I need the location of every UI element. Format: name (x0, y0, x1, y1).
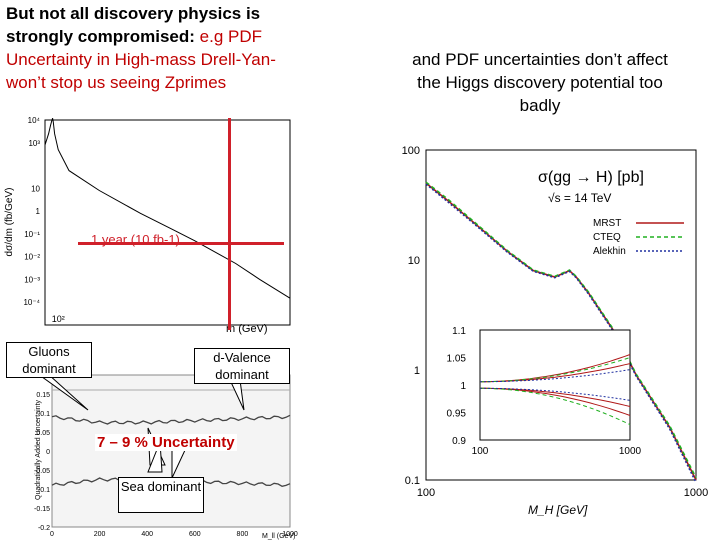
mass-reach-vertical-line (228, 118, 231, 330)
higgs-legend: MRST CTEQ Alekhin (593, 218, 684, 257)
higgs-y-tick-label: 0.1 (405, 475, 420, 487)
pdf-uncertainty-chart: Quadratically Added Uncertainty 0.150.10… (34, 374, 298, 540)
dy-y-tick-label: 10 (31, 184, 40, 193)
title-line-3: Uncertainty in High-mass Drell-Yan- (6, 50, 276, 69)
one-year-label: 1 year (10 fb-1) (91, 232, 180, 247)
unc-x-tick-label: 600 (189, 531, 201, 538)
dy-y-tick-label: 10⁻⁴ (23, 298, 40, 307)
inset-x-ticks: 100 1000 (472, 446, 642, 457)
d-valence-callout: d-Valence dominant (194, 348, 290, 384)
gluons-callout: Gluons dominant (6, 342, 92, 378)
unc-x-ticks: 0 200 400 600 800 1000 (50, 531, 298, 538)
unc-y-tick-label: -0.1 (38, 487, 50, 494)
inset-y-tick-label: 1 (460, 381, 466, 392)
inset-x-tick-label: 100 (472, 446, 489, 457)
unc-y-tick-label: -0.05 (34, 468, 50, 475)
unc-x-tick-label: 1000 (282, 531, 298, 538)
inset-y-tick-label: 0.95 (447, 409, 467, 420)
higgs-curves (425, 181, 697, 483)
legend-mrst: MRST (593, 218, 621, 229)
inset-y-tick-label: 1.05 (447, 354, 467, 365)
inset-band-line (480, 387, 631, 426)
higgs-y-tick-label: 1 (414, 365, 420, 377)
unc-x-tick-label: 400 (141, 531, 153, 538)
unc-upper-band (51, 414, 291, 425)
gluons-pointer (36, 373, 89, 411)
title-line-1: But not all discovery physics is (6, 4, 261, 23)
drell-yan-chart: dσ/dm (fb/GeV) 10³ 10⁴ 10 1 10⁻¹ 10⁻² 10⁻³ 10⁻⁴… (4, 116, 291, 335)
inset-y-tick-label: 1.1 (452, 326, 466, 337)
dy-y-tick-label: 10⁻¹ (24, 230, 40, 239)
title-line-4: won’t stop us seeing Zprimes (6, 73, 227, 92)
dy-y-tick-label: 10⁴ (28, 116, 41, 125)
unc-y-tick-label: -0.2 (38, 525, 50, 532)
dy-y-tick-label: 10⁻² (24, 253, 40, 262)
dy-y-ticks: 10³ 10⁴ 10 1 10⁻¹ 10⁻² 10⁻³ 10⁻⁴ (23, 116, 40, 307)
dy-y-tick-label: 10³ (28, 139, 40, 148)
higgs-curve-cteq (425, 181, 697, 479)
unc-y-ticks: 0.15 0.1 0.05 0 -0.05 -0.1 -0.15 -0.2 (34, 392, 50, 532)
title-line-2-bold: strongly compromised: (6, 27, 200, 46)
inset-band-line (480, 357, 631, 383)
higgs-y-ticks: 100 10 1 0.1 (402, 145, 420, 487)
legend-alekhin: Alekhin (593, 246, 626, 257)
higgs-y-tick-label: 10 (408, 255, 420, 267)
dy-plot-frame (44, 119, 291, 326)
dy-x-tick-label: 10² (52, 314, 65, 324)
inset-y-tick-label: 0.9 (452, 436, 466, 447)
uncertainty-label: 7 – 9 % Uncertainty (95, 434, 237, 451)
dy-y-tick-label: 1 (36, 207, 41, 216)
unc-x-tick-label: 800 (237, 531, 249, 538)
higgs-x-tick-label: 100 (417, 487, 435, 499)
higgs-xsec-chart: 100 10 1 0.1 100 1000 σ(gg → H) [pb] √s = 14… (402, 145, 709, 517)
slide-title: But not all discovery physics is strongl… (6, 2, 346, 94)
unc-y-tick-label: 0.1 (40, 411, 50, 418)
unc-y-tick-label: 0.05 (36, 430, 50, 437)
inset-y-ticks: 1.1 1.05 1 0.95 0.9 (447, 326, 467, 447)
higgs-x-ticks: 100 1000 (417, 487, 708, 499)
inset-curves (480, 354, 631, 426)
dy-x-axis-label: m (GeV) (226, 323, 268, 335)
dy-spectrum-line (44, 118, 291, 299)
d-valence-pointer (229, 379, 245, 411)
inset-band-line (480, 369, 631, 383)
unc-y-tick-label: 0.15 (36, 392, 50, 399)
higgs-inset-frame (479, 329, 631, 441)
higgs-curve-alekhin (425, 183, 697, 483)
dy-y-tick-label: 10⁻³ (24, 275, 40, 284)
mass-reach-horizontal-line (78, 242, 284, 245)
higgs-x-tick-label: 1000 (684, 487, 708, 499)
unc-x-tick-label: 0 (50, 531, 54, 538)
legend-cteq: CTEQ (593, 232, 621, 243)
dy-x-ticks: 10² (52, 314, 65, 324)
inset-band-line (480, 387, 631, 401)
title-line-2: strongly compromised: e.g PDF (6, 25, 346, 48)
higgs-x-axis-label: M_H [GeV] (528, 503, 588, 517)
unc-y-axis-label: Quadratically Added Uncertainty (35, 400, 42, 500)
unc-x-axis-label: M_ll (GeV) (262, 533, 295, 540)
unc-x-tick-label: 200 (94, 531, 106, 538)
unc-y-tick-label: -0.15 (34, 506, 50, 513)
uncertainty-pointer-down (171, 447, 187, 479)
title-line-2-red: e.g PDF (199, 27, 262, 46)
higgs-subtitle: √s = 14 TeV (548, 191, 611, 205)
inset-x-tick-label: 1000 (619, 446, 642, 457)
sea-callout: Sea dominant (118, 477, 204, 513)
dy-y-axis-label: dσ/dm (fb/GeV) (4, 188, 15, 257)
higgs-title: σ(gg → H) [pb] (538, 169, 644, 186)
unc-y-tick-label: 0 (46, 449, 50, 456)
higgs-y-tick-label: 100 (402, 145, 420, 157)
right-caption: and PDF uncertainties don’t affect the H… (412, 50, 668, 115)
